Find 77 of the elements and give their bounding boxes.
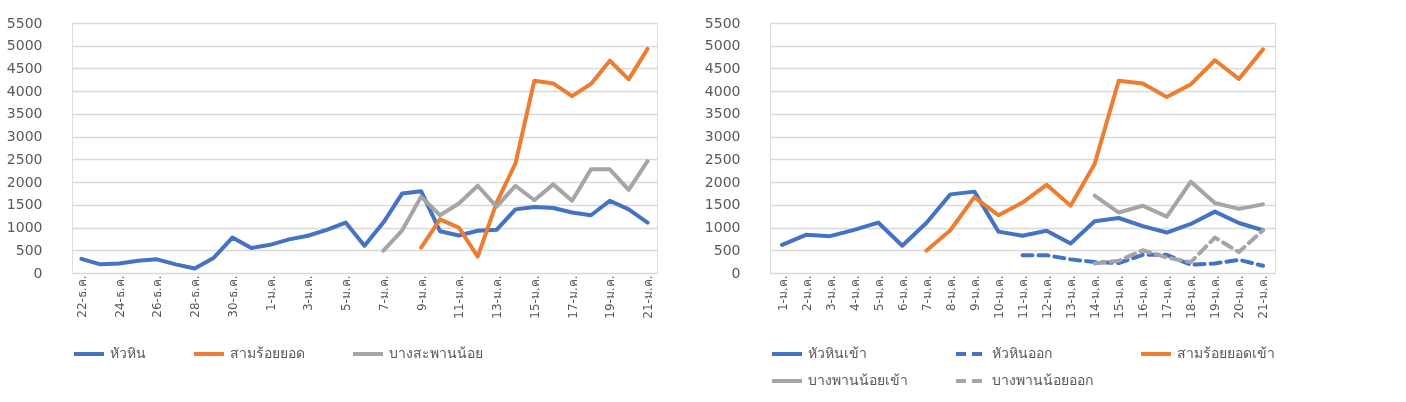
x-tick-label: 2-ม.ค. (799, 275, 814, 312)
line-series (419, 46, 650, 259)
x-tick-label: 13-ม.ค. (1064, 275, 1079, 319)
y-tick-label: 1000 (704, 219, 741, 236)
line-series (780, 189, 1265, 248)
x-tick-label: 1-ม.ค. (775, 275, 790, 312)
line-series (924, 47, 1265, 253)
x-tick-label: 7-ม.ค. (376, 275, 391, 312)
y-tick-label: 5500 (6, 14, 43, 31)
x-tick-label: 5-ม.ค. (871, 275, 886, 312)
x-tick-label: 18-ม.ค. (1184, 275, 1199, 319)
x-tick-label: 5-ม.ค. (339, 275, 354, 312)
y-tick-label: 3500 (704, 105, 741, 122)
x-tick-label: 6-ม.ค. (895, 275, 910, 312)
y-tick-label: 5000 (6, 37, 43, 54)
y-tick-label: 2000 (704, 173, 741, 190)
legend-label: สามร้อยยอด (230, 345, 305, 361)
x-tick-label: 28-ธ.ค. (188, 275, 203, 318)
y-tick-label: 1500 (704, 196, 741, 213)
line-series (79, 189, 650, 271)
x-tick-label: 9-ม.ค. (967, 275, 982, 312)
y-tick-label: 500 (713, 241, 741, 258)
x-tick-label: 21-ม.ค. (641, 275, 656, 319)
x-tick-label: 10-ม.ค. (991, 275, 1006, 319)
line-series (1092, 228, 1265, 266)
y-tick-label: 3000 (704, 128, 741, 145)
x-tick-label: 9-ม.ค. (414, 275, 429, 312)
y-tick-label: 0 (731, 264, 741, 281)
y-tick-label: 2000 (6, 173, 43, 190)
legend-label: บางพานน้อยเข้า (808, 372, 908, 388)
x-tick-label: 17-ม.ค. (565, 275, 580, 319)
x-tick-label: 8-ม.ค. (943, 275, 958, 312)
x-tick-label: 24-ธ.ค. (112, 275, 127, 318)
x-tick-label: 15-ม.ค. (1112, 275, 1127, 319)
x-tick-label: 15-ม.ค. (527, 275, 542, 319)
y-tick-label: 4000 (6, 82, 43, 99)
x-tick-label: 19-ม.ค. (603, 275, 618, 319)
x-tick-label: 16-ม.ค. (1136, 275, 1151, 319)
line-series (1020, 252, 1265, 268)
legend-label: สามร้อยยอดเข้า (1177, 345, 1275, 361)
x-tick-label: 11-ม.ค. (1016, 275, 1030, 319)
y-tick-label: 0 (33, 264, 43, 281)
x-tick-label: 26-ธ.ค. (150, 275, 165, 318)
legend-label: หัวหิน (110, 345, 146, 361)
line-series (1092, 179, 1265, 219)
y-tick-label: 500 (15, 241, 43, 258)
x-tick-label: 14-ม.ค. (1088, 275, 1103, 319)
legend-label: บางพานน้อยออก (992, 372, 1093, 388)
legend-label: หัวหินออก (992, 345, 1052, 361)
y-tick-label: 4000 (704, 82, 741, 99)
y-tick-label: 2500 (704, 150, 741, 167)
y-tick-label: 1000 (6, 219, 43, 236)
y-tick-label: 5500 (704, 14, 741, 31)
x-tick-label: 17-ม.ค. (1160, 275, 1175, 319)
y-tick-label: 1500 (6, 196, 43, 213)
y-tick-label: 5000 (704, 37, 741, 54)
y-tick-label: 3000 (6, 128, 43, 145)
legend-label: บางสะพานน้อย (389, 345, 483, 361)
y-tick-label: 4500 (704, 59, 741, 76)
x-tick-label: 7-ม.ค. (919, 275, 934, 312)
y-tick-label: 3500 (6, 105, 43, 122)
line-series (381, 159, 650, 253)
y-tick-label: 2500 (6, 150, 43, 167)
x-tick-label: 11-ม.ค. (452, 275, 467, 319)
x-tick-label: 19-ม.ค. (1208, 275, 1223, 319)
x-tick-label: 13-ม.ค. (490, 275, 505, 319)
x-tick-label: 21-ม.ค. (1256, 275, 1271, 319)
x-tick-label: 1-ม.ค. (263, 275, 278, 312)
legend-label: หัวหินเข้า (808, 345, 867, 361)
x-tick-label: 20-ม.ค. (1232, 275, 1247, 319)
x-tick-label: 30-ธ.ค. (225, 275, 240, 318)
y-tick-label: 4500 (6, 59, 43, 76)
x-tick-label: 3-ม.ค. (823, 275, 838, 312)
x-tick-label: 22-ธ.ค. (74, 275, 89, 318)
x-tick-label: 4-ม.ค. (847, 275, 862, 312)
x-tick-label: 12-ม.ค. (1040, 275, 1055, 319)
x-tick-label: 3-ม.ค. (301, 275, 316, 312)
